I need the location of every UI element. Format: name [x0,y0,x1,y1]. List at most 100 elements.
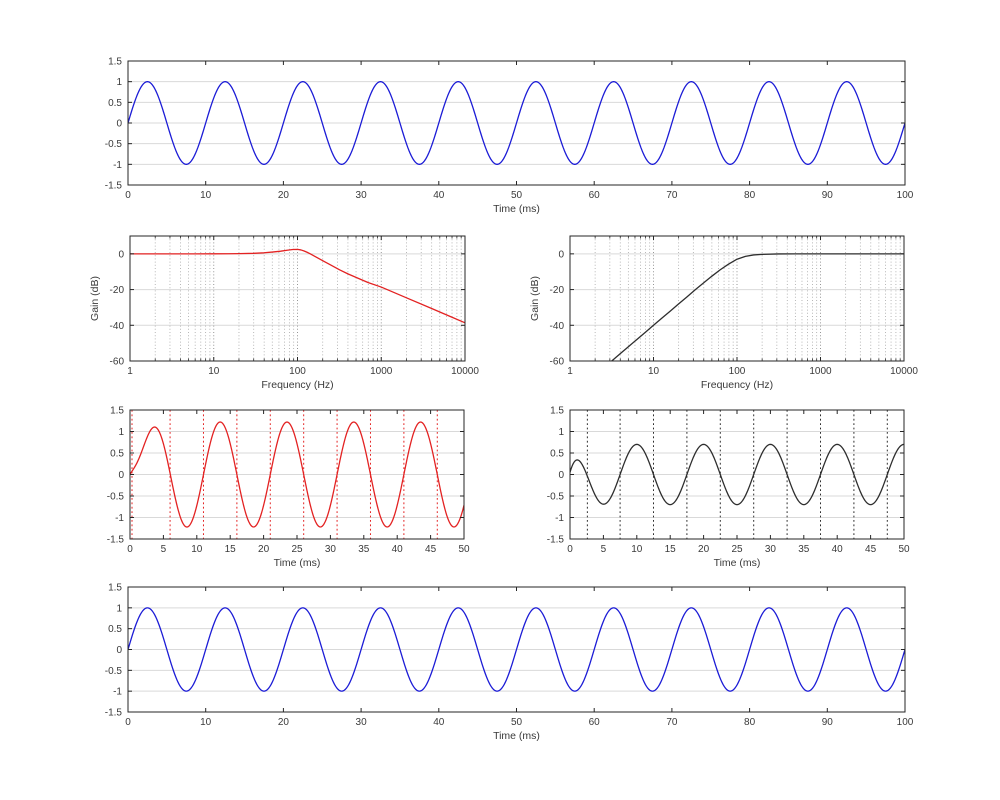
y-tick-label: -1.5 [547,535,565,546]
x-tick-label: 0 [125,717,131,728]
y-tick-label: 0.5 [110,449,124,460]
x-tick-label: 30 [325,544,337,555]
y-tick-label: 0.5 [550,449,564,460]
x-tick-label: 50 [511,190,523,201]
x-axis-label: Frequency (Hz) [701,379,773,391]
y-tick-label: 0 [116,645,122,656]
x-tick-label: 45 [865,544,877,555]
x-tick-label: 60 [589,717,601,728]
y-tick-label: 1.5 [550,406,564,417]
plot-bode-lowpass: 1 10 100 1000 10000 -60 -40 -20 0 Frequency (Hz) G… [89,235,479,391]
y-tick-label: -1 [115,513,124,524]
x-tick-label: 100 [897,190,914,201]
y-tick-label: 0 [116,119,122,130]
y-tick-label: 0 [558,470,564,481]
x-tick-label: 10 [648,366,660,377]
x-tick-label: 1 [567,366,573,377]
y-tick-label: -60 [550,357,565,368]
x-tick-label: 50 [898,544,910,555]
series-high-pass-gain [611,253,904,361]
x-tick-label: 20 [698,544,710,555]
plot-highpass-output: 0 5 10 15 20 25 30 35 40 45 50 -1.5 -1 -0.5 0 0.5 1 1.5 Ti… [547,406,910,570]
x-tick-label: 10 [208,366,220,377]
x-tick-label: 15 [665,544,677,555]
plot-input-signal-bottom: 0 10 20 30 40 50 60 70 80 90 100 -1.5 -1 -0.5 0 0.5 1 1.5… [105,583,914,743]
y-tick-label: -20 [110,285,125,296]
series-input-sine-100-hz [128,607,905,692]
x-axis-label: Time (ms) [493,730,540,742]
y-tick-label: -60 [110,357,125,368]
x-tick-label: 20 [278,717,290,728]
x-tick-label: 90 [822,190,834,201]
y-tick-label: 1 [116,77,122,88]
y-tick-label: -1.5 [105,708,123,719]
series-low-pass-gain [130,248,465,324]
y-tick-label: -40 [550,321,565,332]
y-tick-label: 0 [118,249,124,260]
x-tick-label: 1000 [809,366,832,377]
y-tick-label: 0.5 [108,624,122,635]
x-tick-label: 80 [744,717,756,728]
y-axis-label: Gain (dB) [89,276,101,321]
x-tick-label: 40 [832,544,844,555]
y-tick-label: -0.5 [105,139,123,150]
y-tick-label: 0 [558,249,564,260]
x-tick-label: 100 [289,366,306,377]
x-tick-label: 30 [356,190,368,201]
x-tick-label: 0 [567,544,573,555]
y-tick-label: -0.5 [107,492,125,503]
x-tick-label: 5 [601,544,607,555]
x-tick-label: 90 [822,717,834,728]
y-tick-label: 0 [118,470,124,481]
x-tick-label: 10 [200,190,212,201]
plot-input-signal-top: 0 10 20 30 40 50 60 70 80 90 100 -1.5 -1 -0.5 0 0.5 1 1.5… [105,57,914,216]
y-tick-label: -0.5 [105,666,123,677]
x-tick-label: 10000 [451,366,479,377]
x-tick-label: 70 [666,717,678,728]
y-tick-label: -1 [113,160,122,171]
y-tick-label: -20 [550,285,565,296]
x-tick-label: 1 [127,366,133,377]
y-tick-label: -1.5 [107,535,125,546]
x-tick-label: 30 [765,544,777,555]
y-tick-label: 1 [118,427,124,438]
x-tick-label: 1000 [370,366,393,377]
series-high-pass-filtered-output [570,443,904,506]
x-tick-label: 60 [589,190,601,201]
x-tick-label: 10000 [890,366,918,377]
x-tick-label: 20 [278,190,290,201]
y-tick-label: 1 [558,427,564,438]
x-tick-label: 10 [200,717,212,728]
y-axis-label: Gain (dB) [529,276,541,321]
x-tick-label: 20 [258,544,270,555]
x-tick-label: 45 [425,544,437,555]
y-tick-label: 1.5 [110,406,124,417]
x-tick-label: 10 [191,544,203,555]
x-tick-label: 70 [666,190,678,201]
x-tick-label: 100 [897,717,914,728]
x-tick-label: 35 [358,544,370,555]
x-tick-label: 40 [433,717,445,728]
plot-bode-highpass: 1 10 100 1000 10000 -60 -40 -20 0 Frequency (Hz) G… [529,235,918,391]
x-tick-label: 40 [392,544,404,555]
series-low-pass-filtered-output [130,421,464,528]
y-tick-label: -1.5 [105,181,123,192]
x-tick-label: 50 [458,544,470,555]
y-tick-label: 1.5 [108,57,122,68]
x-tick-label: 80 [744,190,756,201]
x-axis-label: Frequency (Hz) [261,379,333,391]
series-input-sine-100-hz [128,81,905,165]
y-tick-label: -1 [555,513,564,524]
y-tick-label: 0.5 [108,98,122,109]
x-axis-label: Time (ms) [274,557,321,569]
x-tick-label: 5 [161,544,167,555]
x-tick-label: 50 [511,717,523,728]
x-tick-label: 15 [225,544,237,555]
x-tick-label: 0 [125,190,131,201]
x-axis-label: Time (ms) [714,557,761,569]
y-tick-label: -40 [110,321,125,332]
x-tick-label: 100 [729,366,746,377]
y-tick-label: -1 [113,687,122,698]
